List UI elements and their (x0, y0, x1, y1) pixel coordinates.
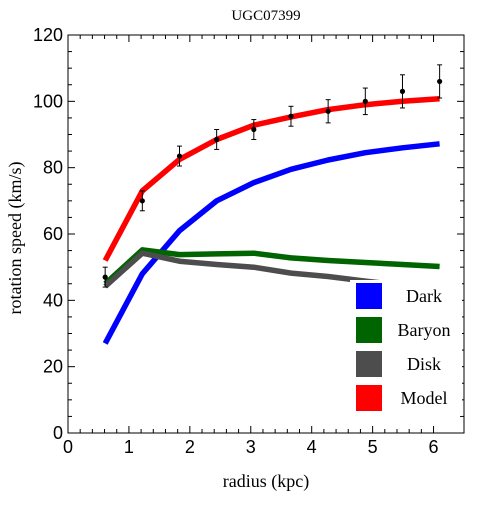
y-tick-label: 100 (33, 91, 63, 111)
y-tick-label: 80 (43, 158, 63, 178)
legend-swatch-dark (356, 283, 382, 309)
legend-swatch-disk (356, 351, 382, 377)
x-tick-label: 0 (63, 437, 73, 457)
x-tick-label: 2 (185, 437, 195, 457)
chart-title: UGC07399 (231, 8, 300, 24)
x-tick-label: 5 (368, 437, 378, 457)
legend-label-dark: Dark (406, 286, 442, 306)
x-tick-label: 3 (246, 437, 256, 457)
x-axis-label: radius (kpc) (223, 471, 309, 492)
y-tick-label: 40 (43, 290, 63, 310)
y-tick-label: 120 (33, 25, 63, 45)
legend-label-disk: Disk (407, 354, 441, 374)
data-point (102, 274, 108, 280)
y-axis-label: rotation speed (km/s) (5, 162, 26, 315)
legend-swatch-baryon (356, 317, 382, 343)
legend: Dark Baryon Disk Model (350, 280, 462, 416)
data-point (288, 113, 294, 119)
x-tick-label: 6 (429, 437, 439, 457)
data-point (362, 98, 368, 104)
series-line-model (102, 95, 440, 262)
legend-label-model: Model (401, 388, 448, 408)
data-point (176, 153, 183, 159)
y-tick-label: 60 (43, 224, 63, 244)
data-point (251, 126, 257, 133)
data-point (214, 136, 220, 143)
y-tick-label: 0 (53, 423, 63, 443)
data-point (325, 108, 331, 114)
legend-swatch-model (356, 385, 382, 411)
data-point (139, 198, 145, 204)
series-line-baryon (103, 247, 440, 286)
y-tick-label: 20 (43, 357, 63, 377)
x-tick-label: 1 (124, 437, 134, 457)
x-tick-label: 4 (307, 437, 317, 457)
legend-label-baryon: Baryon (398, 320, 451, 340)
data-point (437, 78, 443, 85)
data-point (399, 88, 406, 94)
